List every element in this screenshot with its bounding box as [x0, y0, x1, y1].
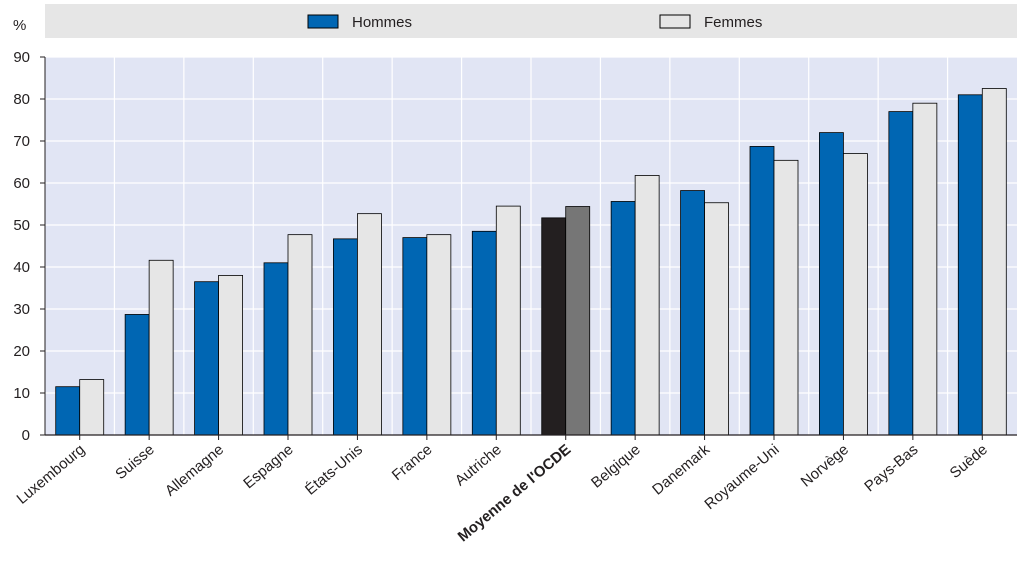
x-tick-label: Belgique: [588, 441, 644, 492]
bar-hommes-2: [194, 281, 219, 436]
x-tick-label: Suisse: [112, 441, 157, 483]
y-tick-label: 0: [22, 427, 30, 444]
x-tick-label: Royaume-Uni: [701, 441, 782, 513]
legend-label-femmes: Femmes: [704, 14, 762, 31]
bar-hommes-1: [124, 314, 150, 436]
bar-hommes-5: [402, 237, 428, 436]
bar-femmes-11: [843, 153, 868, 436]
legend-swatch-hommes: [307, 14, 339, 29]
bar-femmes-0: [79, 379, 105, 436]
y-tick-label: 60: [13, 175, 30, 192]
bar-femmes-5: [426, 234, 452, 436]
x-tick-label: Autriche: [452, 441, 505, 489]
x-tick-label: Moyenne de l'OCDE: [455, 441, 575, 545]
bar-hommes-13: [957, 94, 983, 436]
bar-femmes-1: [148, 259, 174, 436]
bar-hommes-10: [749, 146, 775, 436]
bar-femmes-12: [912, 102, 938, 436]
y-tick-label: 70: [13, 133, 30, 150]
x-tick-label: Danemark: [649, 441, 713, 499]
legend-swatch-femmes: [659, 14, 691, 29]
bar-hommes-3: [263, 262, 289, 436]
x-tick-label: États-Unis: [302, 441, 366, 498]
bar-femmes-2: [218, 274, 243, 436]
y-axis-ticks: 0 10 20 30 40 50 60 70 80 90: [13, 49, 46, 444]
bar-hommes-6: [471, 230, 497, 436]
bar-femmes-7: [565, 206, 591, 436]
x-tick-label: Suède: [947, 441, 991, 482]
bar-femmes-4: [357, 213, 382, 436]
x-tick-label: Allemagne: [162, 441, 227, 500]
bar-femmes-9: [704, 202, 729, 436]
x-tick-label: Espagne: [240, 441, 296, 492]
y-tick-label: 50: [13, 217, 30, 234]
x-axis-labels: Luxembourg Suisse Allemagne Espagne États-Un…: [13, 435, 991, 545]
bar-femmes-3: [287, 234, 313, 436]
bars: [55, 88, 1007, 436]
bar-hommes-12: [888, 111, 914, 436]
y-tick-label: 80: [13, 91, 30, 108]
bar-hommes-9: [680, 190, 705, 436]
bar-hommes-0: [55, 386, 81, 436]
bar-hommes-4: [333, 238, 358, 436]
bar-femmes-13: [981, 88, 1007, 436]
y-tick-label: 10: [13, 385, 30, 402]
x-tick-label: Norvège: [798, 441, 852, 490]
x-tick-label: France: [389, 441, 436, 484]
bar-hommes-11: [819, 132, 844, 436]
legend-background: [45, 4, 1017, 38]
y-axis-label: %: [13, 17, 26, 34]
bar-hommes-8: [610, 201, 636, 436]
bar-femmes-6: [495, 205, 521, 436]
y-tick-label: 40: [13, 259, 30, 276]
y-tick-label: 30: [13, 301, 30, 318]
bar-hommes-7: [541, 217, 567, 436]
legend-label-hommes: Hommes: [352, 14, 412, 31]
bar-femmes-8: [634, 175, 660, 436]
bar-femmes-10: [773, 159, 799, 436]
y-tick-label: 20: [13, 343, 30, 360]
x-tick-label: Pays-Bas: [861, 441, 921, 495]
y-tick-label: 90: [13, 49, 30, 66]
x-tick-label: Luxembourg: [13, 441, 88, 508]
